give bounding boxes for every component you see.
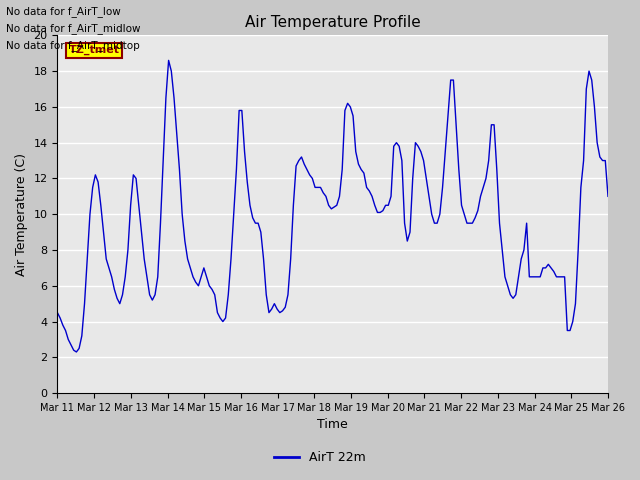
Text: TZ_tmet: TZ_tmet [68, 45, 120, 56]
X-axis label: Time: Time [317, 419, 348, 432]
Legend: AirT 22m: AirT 22m [269, 446, 371, 469]
Text: No data for f_AirT_low: No data for f_AirT_low [6, 6, 121, 17]
Y-axis label: Air Temperature (C): Air Temperature (C) [15, 153, 28, 276]
Title: Air Temperature Profile: Air Temperature Profile [245, 15, 420, 30]
Text: No data for f_AirT_midtop: No data for f_AirT_midtop [6, 40, 140, 51]
Text: No data for f_AirT_midlow: No data for f_AirT_midlow [6, 23, 141, 34]
